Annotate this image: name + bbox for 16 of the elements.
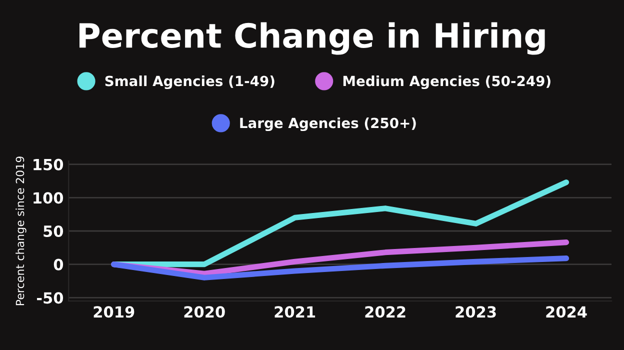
x-tick-label: 2021 xyxy=(274,306,316,318)
y-tick-label: 0 xyxy=(54,258,64,270)
x-tick-label: 2020 xyxy=(184,306,225,318)
y-tick-label: 100 xyxy=(34,192,64,204)
chart-title: Percent Change in Hiring xyxy=(79,22,545,55)
x-tick-label: 2022 xyxy=(365,306,406,318)
x-tick-label: 2019 xyxy=(94,306,134,318)
y-axis-title: Percent change since 2019 xyxy=(16,156,26,306)
legend-label: Small Agencies (1-49) xyxy=(105,76,274,90)
x-tick-label: 2024 xyxy=(546,306,587,318)
y-tick-label: -50 xyxy=(37,292,64,304)
y-tick-label: 150 xyxy=(34,158,64,170)
x-tick-label: 2023 xyxy=(456,306,496,318)
legend-label: Large Agencies (250+) xyxy=(240,118,416,132)
legend-label: Medium Agencies (50-249) xyxy=(343,76,550,90)
y-tick-label: 50 xyxy=(44,225,64,238)
